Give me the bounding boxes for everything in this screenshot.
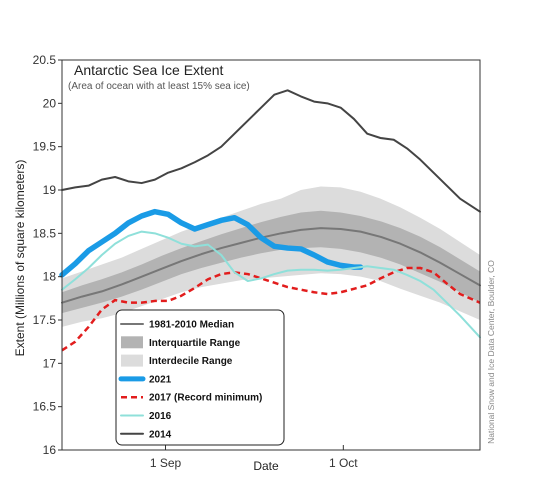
legend-label-2014: 2014 xyxy=(149,429,172,440)
legend-box xyxy=(115,309,285,446)
series-2016 xyxy=(61,230,481,339)
series-1981-2010-median xyxy=(61,227,481,304)
legend-swatch-interquartile-range xyxy=(121,336,143,349)
x-tick-label: 1 Sep xyxy=(150,456,182,470)
y-tick-label: 20 xyxy=(43,96,57,110)
legend-label-interdecile-range: Interdecile Range xyxy=(149,356,233,367)
y-tick-label: 18.5 xyxy=(33,226,57,240)
legend-label-interquartile-range: Interquartile Range xyxy=(149,338,241,349)
y-tick-label: 19 xyxy=(43,183,57,197)
legend-label-2016: 2016 xyxy=(149,411,172,422)
range-bands xyxy=(62,186,480,327)
legend-label-2021: 2021 xyxy=(149,374,172,385)
y-tick-label: 16.5 xyxy=(33,400,57,414)
y-axis: 16 16.5 17 17.5 18 18.5 19 19.5 20 20.5 xyxy=(33,53,62,457)
plot-frame xyxy=(61,59,481,451)
series-2014 xyxy=(61,89,481,213)
legend-label-2017-record-minimum: 2017 (Record minimum) xyxy=(149,393,262,404)
credit-text: National Snow and Ice Data Center, Bould… xyxy=(486,260,496,444)
y-tick-label: 17 xyxy=(43,356,57,370)
y-tick-label: 18 xyxy=(43,270,57,284)
chart-subtitle: (Area of ocean with at least 15% sea ice… xyxy=(68,81,250,92)
y-tick-label: 19.5 xyxy=(33,140,57,154)
y-tick-label: 16 xyxy=(43,443,57,457)
x-axis-title: Date xyxy=(253,459,279,473)
y-axis-title: Extent (Millions of square kilometers) xyxy=(13,160,27,357)
x-tick-label: 1 Oct xyxy=(329,456,358,470)
legend-label-1981-2010-median: 1981-2010 Median xyxy=(149,320,234,331)
legend: 1981-2010 Median Interquartile Range Inter… xyxy=(115,309,285,446)
chart-title: Antarctic Sea Ice Extent xyxy=(74,62,224,78)
legend-swatch-interdecile-range xyxy=(121,354,143,367)
x-axis: 1 Sep 1 Oct xyxy=(150,445,358,470)
y-tick-label: 17.5 xyxy=(33,313,57,327)
series-2017-record-minimum xyxy=(61,266,481,352)
y-tick-label: 20.5 xyxy=(33,53,57,67)
series-2021 xyxy=(59,208,364,278)
series-lines xyxy=(59,89,481,352)
